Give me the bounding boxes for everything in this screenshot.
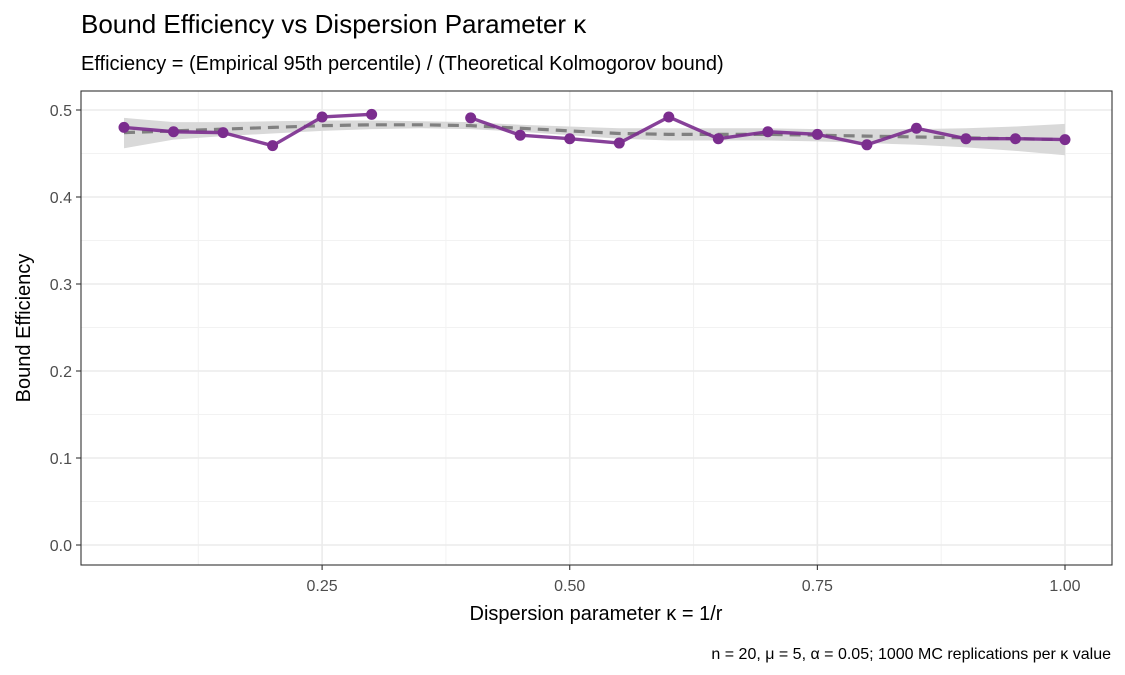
series-efficiency — [118, 108, 1071, 152]
data-point — [267, 140, 279, 152]
x-tick-label: 0.50 — [554, 578, 585, 595]
series-line-segment — [865, 126, 919, 147]
trend-layer — [123, 123, 1066, 142]
series-line-segment — [766, 130, 820, 137]
data-point — [217, 127, 229, 139]
data-point — [960, 133, 972, 145]
series-line-segment — [716, 130, 770, 141]
data-point — [118, 121, 130, 133]
x-axis-title: Dispersion parameter κ = 1/r — [470, 603, 723, 625]
chart-title: Bound Efficiency vs Dispersion Parameter… — [81, 9, 587, 39]
series-line-segment — [221, 130, 275, 148]
data-point — [465, 112, 477, 124]
data-point — [1059, 134, 1071, 146]
series-line-segment — [518, 133, 572, 141]
y-tick-label: 0.3 — [50, 277, 72, 294]
plot-border — [80, 90, 1113, 566]
x-tick-label: 0.75 — [802, 578, 833, 595]
confidence-band-layer — [124, 117, 1065, 156]
series-line-segment — [914, 126, 968, 141]
y-tick-label: 0.2 — [50, 364, 72, 381]
series-line-segment — [617, 115, 671, 145]
data-point — [366, 108, 378, 120]
data-point — [1009, 133, 1021, 145]
data-point — [316, 111, 328, 123]
data-point — [613, 137, 625, 149]
data-point — [861, 139, 873, 151]
series-line-segment — [171, 130, 225, 135]
chart-caption: n = 20, μ = 5, α = 0.05; 1000 MC replica… — [711, 646, 1111, 663]
series-line-segment — [815, 132, 869, 147]
series-line-segment — [468, 116, 522, 137]
y-axis-title: Bound Efficiency — [13, 254, 35, 403]
series-layer — [118, 108, 1071, 152]
series-line-segment — [568, 137, 621, 145]
data-point — [712, 133, 724, 145]
data-point — [514, 129, 526, 141]
y-tick-label: 0.1 — [50, 451, 72, 468]
series-line-segment — [1013, 137, 1067, 142]
data-point — [168, 126, 180, 138]
series-line-segment — [667, 115, 721, 141]
data-point — [811, 128, 823, 140]
series-line-segment — [320, 112, 374, 119]
series-line-segment — [122, 125, 176, 134]
confidence-band — [124, 117, 1065, 156]
x-tick-label: 1.00 — [1049, 578, 1080, 595]
data-point — [910, 122, 922, 134]
trend-line — [123, 123, 1066, 142]
x-tick-label: 0.25 — [307, 578, 338, 595]
grid — [81, 91, 1112, 565]
y-tick-label: 0.4 — [50, 190, 72, 207]
series-line-segment — [270, 115, 324, 148]
axis-ticks: 0.25 0.50 0.75 1.00 0.0 0.1 0.2 0.3 0.4 0.5 — [50, 103, 1081, 595]
chart-subtitle: Efficiency = (Empirical 95th percentile)… — [81, 53, 724, 75]
data-point — [564, 133, 576, 145]
y-tick-label: 0.5 — [50, 103, 72, 120]
y-tick-label: 0.0 — [50, 538, 72, 555]
data-point — [663, 111, 675, 123]
data-point — [762, 126, 774, 138]
